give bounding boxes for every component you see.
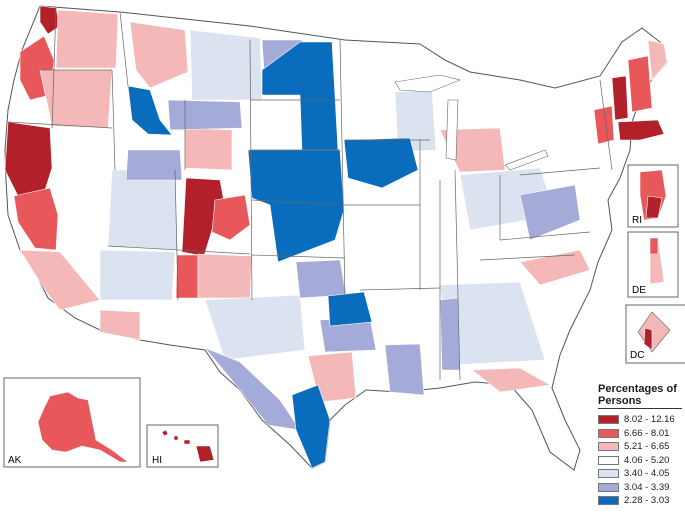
legend-rows: 8.02 - 12.16 6.66 - 8.01 5.21 - 6.65 4.06 -… xyxy=(598,413,682,508)
ri-dark-region xyxy=(645,195,663,219)
region-hudson-valley xyxy=(593,105,615,145)
state-borders xyxy=(7,7,613,381)
region-maine xyxy=(647,39,668,81)
lake-erie xyxy=(504,149,549,171)
region-wyoming-west xyxy=(167,99,243,131)
region-west-texas xyxy=(204,294,306,361)
region-new-mexico xyxy=(197,253,253,299)
region-oklahoma-central xyxy=(327,291,373,327)
legend-item: 3.04 - 3.39 xyxy=(598,481,682,495)
region-washington-coast xyxy=(39,5,61,35)
dc-label: DC xyxy=(630,350,644,361)
alaska-label: AK xyxy=(8,455,22,466)
region-alabama xyxy=(439,297,461,371)
legend-item: 2.28 - 3.03 xyxy=(598,494,682,508)
region-great-plains xyxy=(247,149,345,263)
region-colorado-central xyxy=(211,194,251,241)
legend-label: 8.02 - 12.16 xyxy=(624,414,675,426)
legend-label: 4.06 - 5.20 xyxy=(624,454,670,466)
lake-superior xyxy=(394,74,461,93)
region-west-virginia xyxy=(519,184,581,241)
region-montana-west xyxy=(129,21,189,89)
region-arizona xyxy=(99,249,176,301)
legend-item: 5.21 - 6.65 xyxy=(598,440,682,454)
legend-swatch xyxy=(598,482,619,492)
region-louisiana xyxy=(384,343,425,396)
dc-dark-region xyxy=(643,327,653,351)
region-iowa xyxy=(343,137,419,189)
legend-label: 5.21 - 6.65 xyxy=(624,441,670,453)
legend-swatch xyxy=(598,496,619,506)
hawaii-islands xyxy=(161,429,215,463)
region-oregon xyxy=(39,69,113,129)
region-oklahoma-east xyxy=(295,259,347,299)
legend-swatch xyxy=(598,428,619,438)
region-south-texas-coast xyxy=(291,384,331,469)
legend-item: 4.06 - 5.20 xyxy=(598,454,682,468)
ri-label: RI xyxy=(632,215,642,226)
legend-label: 3.04 - 3.39 xyxy=(624,481,670,493)
legend-swatch xyxy=(598,442,619,452)
region-idaho xyxy=(127,85,173,136)
legend-title: Percentages of Persons xyxy=(598,383,682,409)
region-nevada-utah xyxy=(107,169,179,251)
hawaii-label: HI xyxy=(152,455,162,466)
region-virginia-nc xyxy=(519,249,591,286)
legend-item: 3.40 - 4.05 xyxy=(598,467,682,481)
legend: Percentages of Persons 8.02 - 12.16 6.66 … xyxy=(598,383,682,508)
region-new-mexico-north xyxy=(175,254,199,299)
region-southern-california xyxy=(19,249,101,311)
de-label: DE xyxy=(632,285,646,296)
region-eastern-washington xyxy=(55,9,119,69)
legend-label: 3.40 - 4.05 xyxy=(624,468,670,480)
alaska-shape xyxy=(37,391,129,463)
region-florida-south xyxy=(471,367,551,393)
legend-label: 6.66 - 8.01 xyxy=(624,427,670,439)
legend-item: 6.66 - 8.01 xyxy=(598,427,682,441)
legend-swatch xyxy=(598,415,619,425)
legend-item: 8.02 - 12.16 xyxy=(598,413,682,427)
region-new-hampshire xyxy=(627,55,653,113)
legend-label: 2.28 - 3.03 xyxy=(624,495,670,507)
region-wyoming-central xyxy=(184,127,233,171)
region-bay-area xyxy=(13,187,59,251)
region-arizona-south xyxy=(99,309,141,341)
de-north xyxy=(649,237,659,255)
lake-michigan xyxy=(445,99,459,161)
region-vermont xyxy=(611,75,629,121)
region-utah-north xyxy=(125,149,183,181)
legend-swatch xyxy=(598,455,619,465)
region-massachusetts xyxy=(617,119,665,141)
region-montana-east xyxy=(189,29,263,101)
legend-swatch xyxy=(598,469,619,479)
